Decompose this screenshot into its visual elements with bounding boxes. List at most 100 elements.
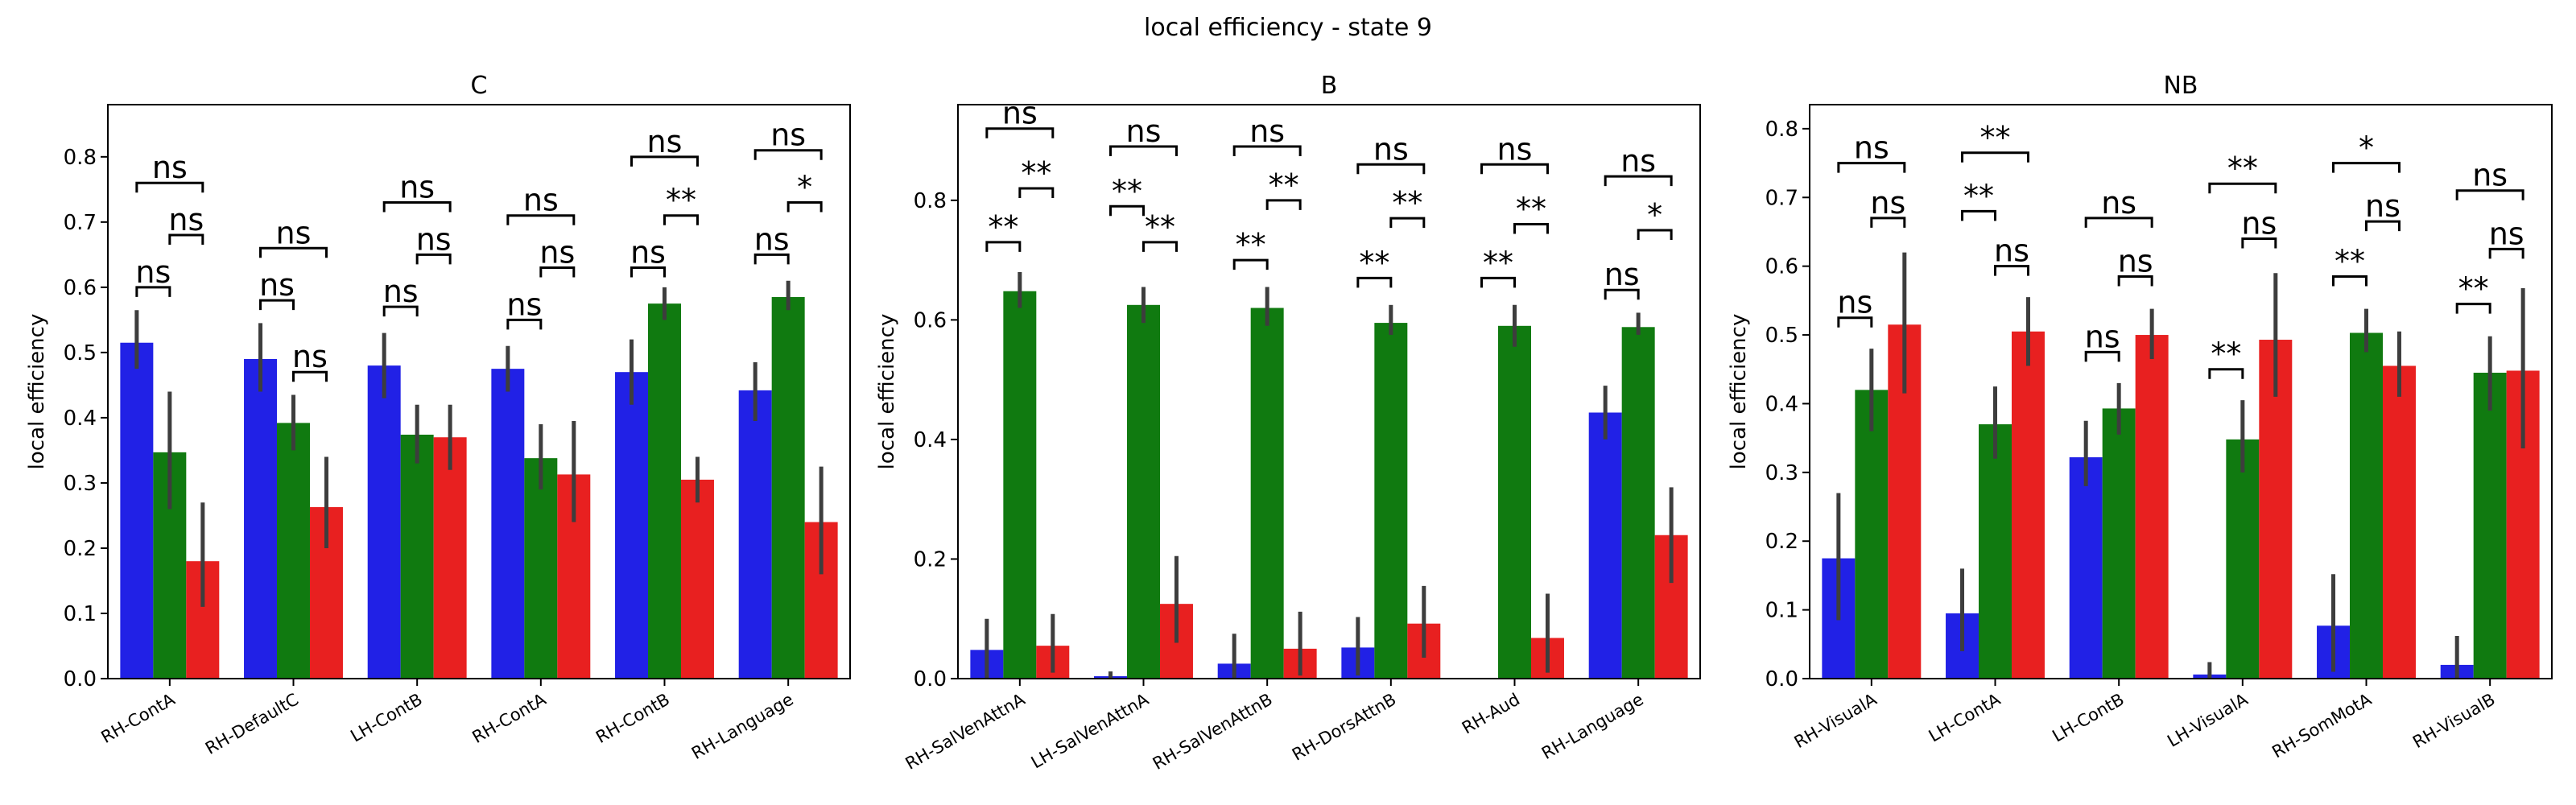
- significance-label: ns: [2118, 243, 2153, 279]
- significance-bracket: [630, 155, 699, 167]
- bar: [491, 369, 525, 679]
- significance-label: ns: [539, 235, 575, 270]
- y-tick-label: 0.2: [1765, 530, 1798, 554]
- x-tick-label: RH-DorsAttnB: [1289, 690, 1399, 765]
- significance-label: **: [2227, 151, 2258, 186]
- y-axis-label: local efficiency: [1727, 314, 1751, 470]
- panel-title: NB: [2163, 72, 2198, 100]
- significance-label: **: [1269, 167, 1299, 203]
- bar: [1250, 308, 1284, 679]
- bar: [2473, 373, 2507, 679]
- significance-bracket: [259, 299, 295, 311]
- significance-label: ns: [383, 274, 419, 309]
- bar: [615, 372, 649, 679]
- significance-bracket: [1232, 258, 1269, 270]
- significance-label: ns: [276, 215, 312, 250]
- significance-bracket: [2084, 217, 2153, 228]
- significance-bracket: [168, 233, 204, 246]
- significance-bracket: [259, 246, 328, 258]
- significance-bracket: [1837, 316, 1873, 328]
- y-tick-label: 0.0: [914, 667, 947, 691]
- x-tick-label: RH-Language: [688, 690, 797, 764]
- y-tick-label: 0.4: [64, 407, 97, 431]
- x-tick-label: LH-VisualA: [2164, 689, 2252, 751]
- significance-label: **: [1236, 227, 1266, 262]
- y-tick-label: 0.2: [64, 537, 97, 561]
- y-tick-label: 0.1: [64, 602, 97, 626]
- significance-bracket: [786, 201, 823, 213]
- bar: [1127, 304, 1160, 679]
- significance-bracket: [539, 266, 576, 278]
- significance-bracket: [1604, 175, 1673, 187]
- significance-bracket: [1142, 241, 1178, 252]
- y-axis-label: local efficiency: [25, 314, 49, 470]
- y-tick-label: 0.6: [64, 276, 97, 300]
- bar: [400, 434, 434, 679]
- significance-label: **: [1359, 245, 1389, 280]
- bar: [1979, 424, 2012, 679]
- significance-bracket: [506, 214, 576, 225]
- y-tick-label: 0.2: [914, 547, 947, 572]
- y-tick-label: 0.8: [914, 189, 947, 213]
- significance-bracket: [135, 181, 204, 193]
- significance-label: ns: [292, 339, 328, 374]
- significance-label: ns: [2489, 216, 2524, 251]
- significance-bracket: [753, 253, 790, 265]
- significance-bracket: [2117, 275, 2153, 287]
- significance-label: ns: [399, 170, 435, 205]
- significance-bracket: [1480, 163, 1549, 175]
- significance-label: ns: [259, 267, 295, 303]
- bar: [2011, 331, 2045, 679]
- significance-bracket: [1389, 217, 1426, 229]
- significance-bracket: [1480, 276, 1516, 288]
- bar: [1588, 412, 1622, 679]
- plot-frame: [1809, 104, 2553, 679]
- significance-label: ns: [754, 221, 790, 257]
- y-tick-label: 0.6: [914, 308, 947, 332]
- y-tick-label: 0.4: [914, 428, 947, 452]
- significance-label: **: [1483, 245, 1513, 280]
- significance-bracket: [1961, 151, 2029, 163]
- y-tick-label: 0.0: [64, 667, 97, 691]
- y-tick-label: 0.8: [1765, 118, 1798, 142]
- y-tick-label: 0.0: [1765, 667, 1798, 691]
- significance-bracket: [2332, 275, 2368, 287]
- y-axis-label: local efficiency: [875, 314, 899, 470]
- bar: [1374, 323, 1408, 679]
- significance-bracket: [1870, 217, 1906, 228]
- significance-label: **: [1516, 192, 1546, 227]
- bar: [1621, 327, 1655, 679]
- x-tick-label: RH-Aud: [1459, 690, 1523, 738]
- bar: [771, 297, 805, 679]
- significance-label: **: [1145, 209, 1175, 245]
- significance-label: ns: [135, 254, 171, 290]
- significance-label: **: [2334, 243, 2365, 279]
- significance-label: ns: [416, 221, 452, 257]
- significance-label: ns: [152, 150, 188, 185]
- y-tick-label: 0.5: [64, 341, 97, 365]
- bar: [120, 342, 154, 679]
- y-tick-label: 0.3: [1765, 461, 1798, 485]
- significance-label: ns: [1126, 114, 1162, 149]
- panel-title: B: [1321, 72, 1338, 100]
- significance-bracket: [2365, 220, 2401, 232]
- significance-bracket: [1356, 163, 1426, 175]
- bar: [524, 458, 558, 679]
- significance-label: ns: [1497, 131, 1533, 167]
- y-tick-label: 0.6: [1765, 255, 1798, 279]
- x-tick-label: RH-ContB: [592, 690, 673, 747]
- significance-label: **: [666, 183, 696, 218]
- x-tick-label: LH-SalVenAttnA: [1028, 689, 1153, 772]
- significance-bracket: [415, 253, 452, 265]
- significance-bracket: [1109, 204, 1145, 217]
- significance-label: ns: [2365, 188, 2401, 224]
- significance-bracket: [382, 305, 419, 317]
- bar: [648, 303, 681, 679]
- significance-bracket: [2208, 182, 2277, 194]
- significance-label: ns: [1854, 130, 1889, 166]
- y-tick-label: 0.4: [1765, 392, 1798, 416]
- significance-bracket: [1232, 145, 1302, 156]
